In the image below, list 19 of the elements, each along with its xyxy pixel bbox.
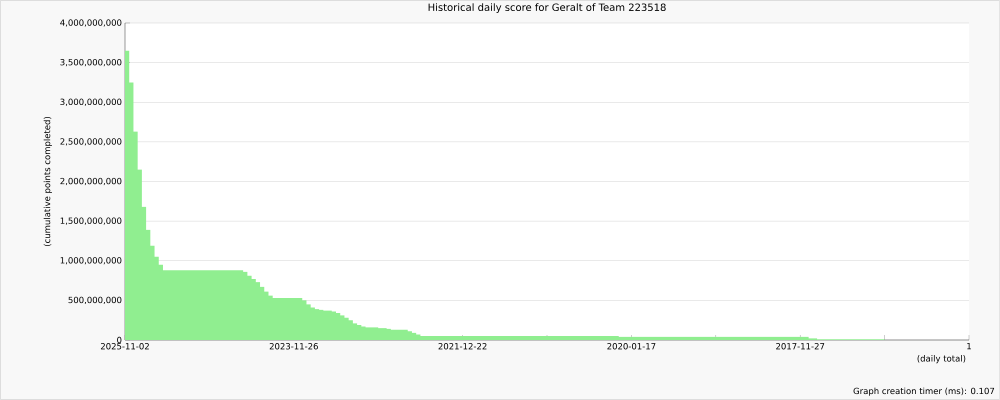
y-tick-label: 2,000,000,000 xyxy=(60,178,122,186)
x-tick-label: 2021-12-22 xyxy=(438,343,486,350)
chart-title: Historical daily score for Geralt of Team 223518 xyxy=(428,3,666,13)
y-tick-label: 500,000,000 xyxy=(68,296,122,304)
y-axis-title: (cumulative points completed) xyxy=(44,116,52,246)
x-tick-label: 2023-11-26 xyxy=(270,343,318,350)
x-tick-label: 2017-11-27 xyxy=(776,343,824,350)
y-tick-label: 1,500,000,000 xyxy=(60,217,122,225)
x-axis-title: (daily total) xyxy=(918,355,966,364)
x-tick-label: 1 xyxy=(967,343,971,350)
y-tick-label: 3,000,000,000 xyxy=(60,98,122,106)
x-tick-label: 2020-01-17 xyxy=(607,343,656,350)
x-tick-label: 2025-11-02 xyxy=(100,343,149,350)
y-tick-label: 1,000,000,000 xyxy=(60,257,122,264)
y-tick-label: 0 xyxy=(117,336,122,344)
y-tick-label: 2,500,000,000 xyxy=(60,138,122,146)
text: Graph creation timer (ms): 0.107 xyxy=(854,388,994,396)
y-tick-label: 3,500,000,000 xyxy=(60,58,122,66)
y-tick-label: 4,000,000,000 xyxy=(60,19,122,27)
